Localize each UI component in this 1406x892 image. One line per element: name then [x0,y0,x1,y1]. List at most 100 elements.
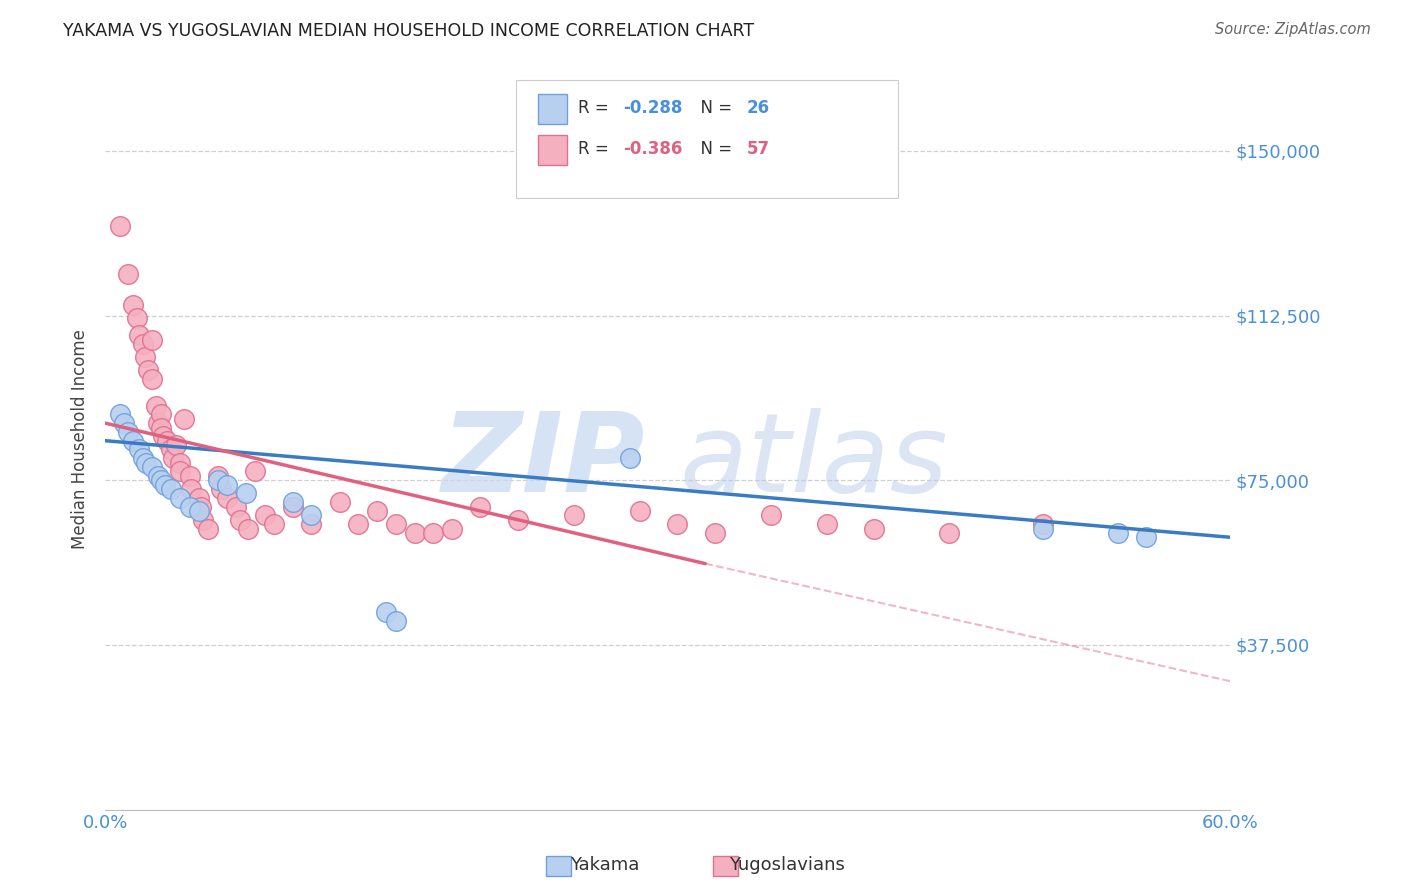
Point [166,438,188,452]
Point [197,521,219,535]
Point [150,420,173,434]
Point [236,521,259,535]
Point [180,482,202,496]
Point [128,442,150,457]
Point [217,491,239,505]
Point [141,372,163,386]
Point [229,513,252,527]
Point [156,434,179,448]
Point [703,525,725,540]
Point [938,525,960,540]
Point [169,456,191,470]
Point [470,500,492,514]
Point [404,525,426,540]
Point [281,500,304,514]
Point [863,521,886,535]
Point [347,517,370,532]
Point [301,508,323,523]
Point [128,328,150,343]
Point [179,500,201,514]
Y-axis label: Median Household Income: Median Household Income [72,329,89,549]
Point [366,504,388,518]
Text: 26: 26 [747,99,769,117]
Text: -0.288: -0.288 [623,99,682,117]
Point [815,517,838,532]
Point [146,468,169,483]
Point [188,504,211,518]
FancyBboxPatch shape [538,95,567,124]
Point [562,508,585,523]
Point [152,429,174,443]
Point [211,482,233,496]
Point [146,416,169,430]
FancyBboxPatch shape [546,856,571,876]
Point [134,350,156,364]
Point [122,297,145,311]
Point [619,451,641,466]
Point [132,337,155,351]
Point [375,605,398,619]
Point [245,464,267,478]
Point [1135,530,1157,544]
Point [169,491,191,505]
Point [112,416,135,430]
Point [759,508,782,523]
Text: N =: N = [690,139,738,158]
Point [329,495,352,509]
Point [138,363,160,377]
Point [666,517,689,532]
Text: R =: R = [578,139,614,158]
Point [207,473,229,487]
Point [117,267,139,281]
Point [301,517,323,532]
Point [217,477,239,491]
Point [188,491,211,505]
Point [190,500,212,514]
Point [1032,517,1054,532]
Point [253,508,276,523]
Point [225,500,247,514]
Text: R =: R = [578,99,614,117]
Point [173,411,195,425]
Point [150,473,173,487]
Point [263,517,285,532]
Point [127,310,149,325]
FancyBboxPatch shape [516,79,898,198]
Point [155,477,177,491]
Point [145,399,167,413]
Text: YAKAMA VS YUGOSLAVIAN MEDIAN HOUSEHOLD INCOME CORRELATION CHART: YAKAMA VS YUGOSLAVIAN MEDIAN HOUSEHOLD I… [63,22,755,40]
Point [207,468,229,483]
Point [117,425,139,439]
Point [281,495,304,509]
Point [1032,521,1054,535]
Point [506,513,529,527]
Point [132,451,155,466]
Point [385,614,408,628]
Text: Yugoslavians: Yugoslavians [730,856,845,874]
Point [1107,525,1129,540]
Point [110,219,132,233]
Point [162,451,184,466]
Point [441,521,464,535]
FancyBboxPatch shape [538,136,567,165]
Point [385,517,408,532]
Point [141,460,163,475]
FancyBboxPatch shape [713,856,738,876]
Text: atlas: atlas [679,408,948,515]
Text: -0.386: -0.386 [623,139,682,158]
Text: Yakama: Yakama [569,856,640,874]
Point [122,434,145,448]
Text: 57: 57 [747,139,769,158]
Point [160,442,183,457]
Point [169,464,191,478]
Text: N =: N = [690,99,738,117]
Text: ZIP: ZIP [441,408,645,515]
Point [110,407,132,421]
Point [191,513,214,527]
Point [160,482,183,496]
Point [179,468,201,483]
Point [135,456,157,470]
Point [628,504,651,518]
Point [235,486,257,500]
Point [150,407,173,421]
